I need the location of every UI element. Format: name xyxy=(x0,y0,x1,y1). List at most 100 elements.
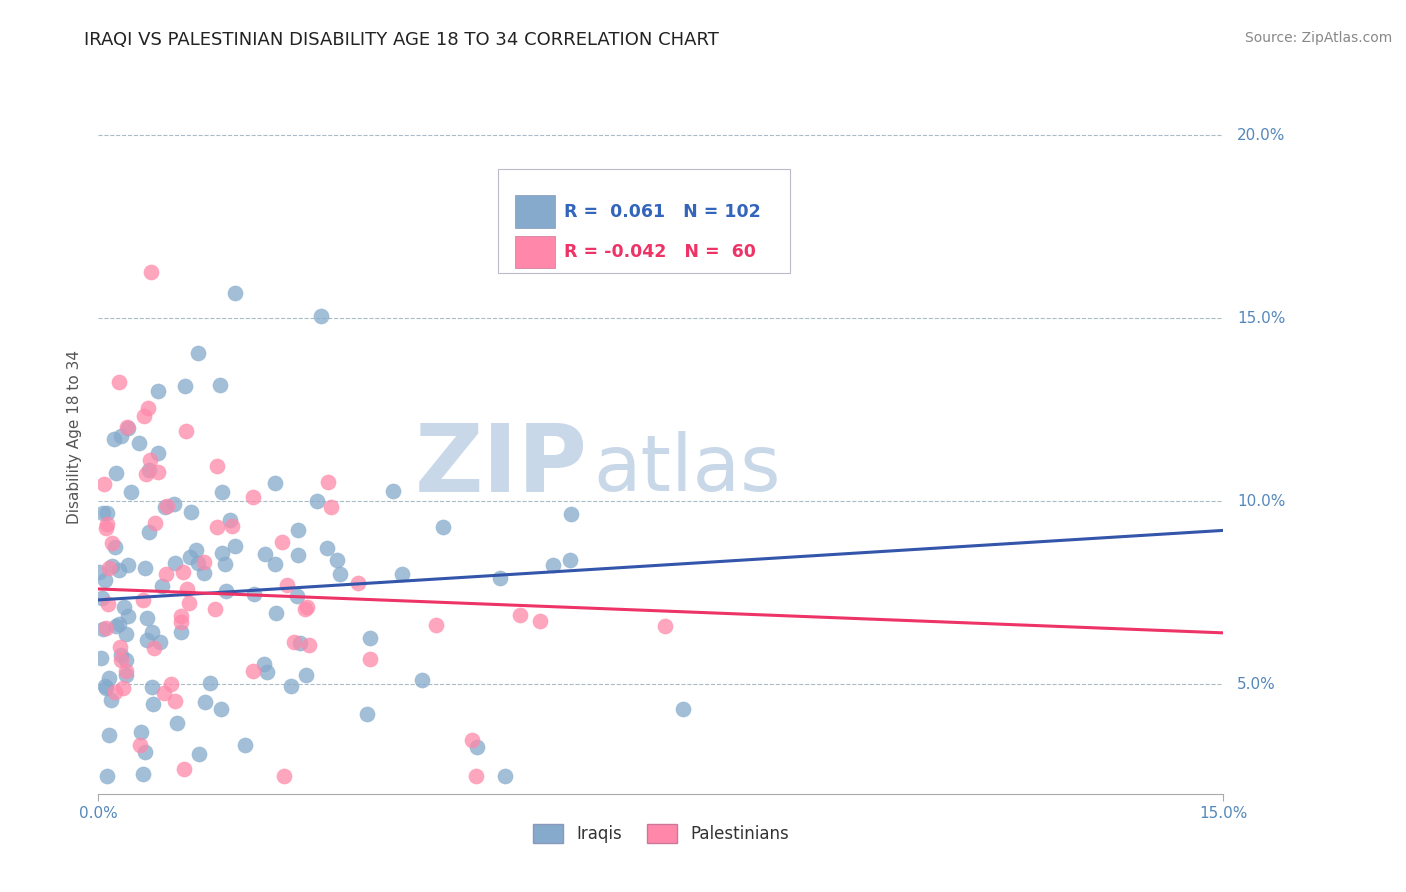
Point xyxy=(114,668,136,682)
Point xyxy=(136,632,159,647)
Point xyxy=(97,561,120,575)
Point xyxy=(204,601,226,615)
Legend: Iraqis, Palestinians: Iraqis, Palestinians xyxy=(526,817,796,850)
Point xyxy=(115,664,138,678)
Point xyxy=(132,766,155,780)
Point xyxy=(97,671,120,685)
Point xyxy=(283,635,305,649)
Point xyxy=(143,516,166,530)
Point xyxy=(115,653,138,667)
Point xyxy=(108,563,131,577)
Point xyxy=(104,540,127,554)
Point xyxy=(319,500,342,514)
Point xyxy=(114,627,136,641)
Point xyxy=(198,675,221,690)
Point xyxy=(170,609,193,624)
Point xyxy=(280,679,302,693)
Point xyxy=(494,768,516,782)
Point xyxy=(294,601,316,615)
Point xyxy=(381,484,404,499)
Point xyxy=(142,697,165,711)
Point xyxy=(242,664,264,678)
Point xyxy=(170,615,193,629)
Point xyxy=(211,484,233,499)
Point xyxy=(150,579,173,593)
Point xyxy=(110,648,132,663)
Point xyxy=(176,582,198,596)
Text: Source: ZipAtlas.com: Source: ZipAtlas.com xyxy=(1244,31,1392,45)
Text: ZIP: ZIP xyxy=(415,419,588,512)
Point xyxy=(270,534,292,549)
Point xyxy=(276,577,298,591)
Point xyxy=(179,549,201,564)
Point xyxy=(328,567,350,582)
Point xyxy=(264,476,287,491)
Point xyxy=(91,622,114,636)
Point xyxy=(96,506,118,520)
Point xyxy=(184,542,207,557)
Point xyxy=(488,571,510,585)
Point xyxy=(93,679,115,693)
Point xyxy=(146,446,169,460)
Point xyxy=(560,508,582,522)
Text: 10.0%: 10.0% xyxy=(1237,493,1285,508)
Point xyxy=(112,681,135,696)
Point xyxy=(177,596,200,610)
Point xyxy=(359,632,381,646)
Point xyxy=(96,681,118,696)
Point xyxy=(221,519,243,533)
Point xyxy=(138,525,160,540)
Point xyxy=(287,549,309,563)
Point xyxy=(146,465,169,479)
Point xyxy=(288,636,311,650)
Point xyxy=(263,557,285,571)
Point xyxy=(172,566,194,580)
Point xyxy=(163,498,186,512)
Point xyxy=(654,619,676,633)
Point xyxy=(672,702,695,716)
Text: R =  0.061   N = 102: R = 0.061 N = 102 xyxy=(564,202,761,220)
Point xyxy=(461,732,484,747)
Point xyxy=(208,378,231,392)
Point xyxy=(104,685,127,699)
Point xyxy=(180,505,202,519)
Point xyxy=(91,506,114,520)
Point xyxy=(214,557,236,571)
Point xyxy=(132,409,155,424)
Point xyxy=(307,493,329,508)
Point xyxy=(148,384,170,399)
Point xyxy=(129,725,152,739)
Point xyxy=(209,702,232,716)
Point xyxy=(432,519,454,533)
Point xyxy=(165,694,187,708)
Point xyxy=(103,433,125,447)
Point xyxy=(295,668,318,682)
Point xyxy=(117,608,139,623)
Point xyxy=(152,686,174,700)
Point xyxy=(193,555,215,569)
Point xyxy=(205,520,228,534)
Point xyxy=(173,379,195,393)
Point xyxy=(529,614,551,628)
Text: 5.0%: 5.0% xyxy=(1237,677,1275,691)
Point xyxy=(153,500,176,514)
Point xyxy=(224,285,246,300)
Point xyxy=(509,607,531,622)
Point xyxy=(194,695,217,709)
Text: 20.0%: 20.0% xyxy=(1237,128,1285,143)
Point xyxy=(108,375,131,389)
Point xyxy=(136,401,159,415)
Point xyxy=(264,606,287,620)
Point xyxy=(143,641,166,656)
Point xyxy=(543,558,565,573)
Point xyxy=(411,673,433,687)
Point xyxy=(141,680,163,694)
Point xyxy=(169,625,191,640)
Point xyxy=(359,652,381,666)
Point xyxy=(117,421,139,435)
Point xyxy=(139,265,162,279)
Point xyxy=(205,459,228,474)
Point xyxy=(558,553,581,567)
Point xyxy=(186,346,208,360)
Point xyxy=(107,617,129,632)
